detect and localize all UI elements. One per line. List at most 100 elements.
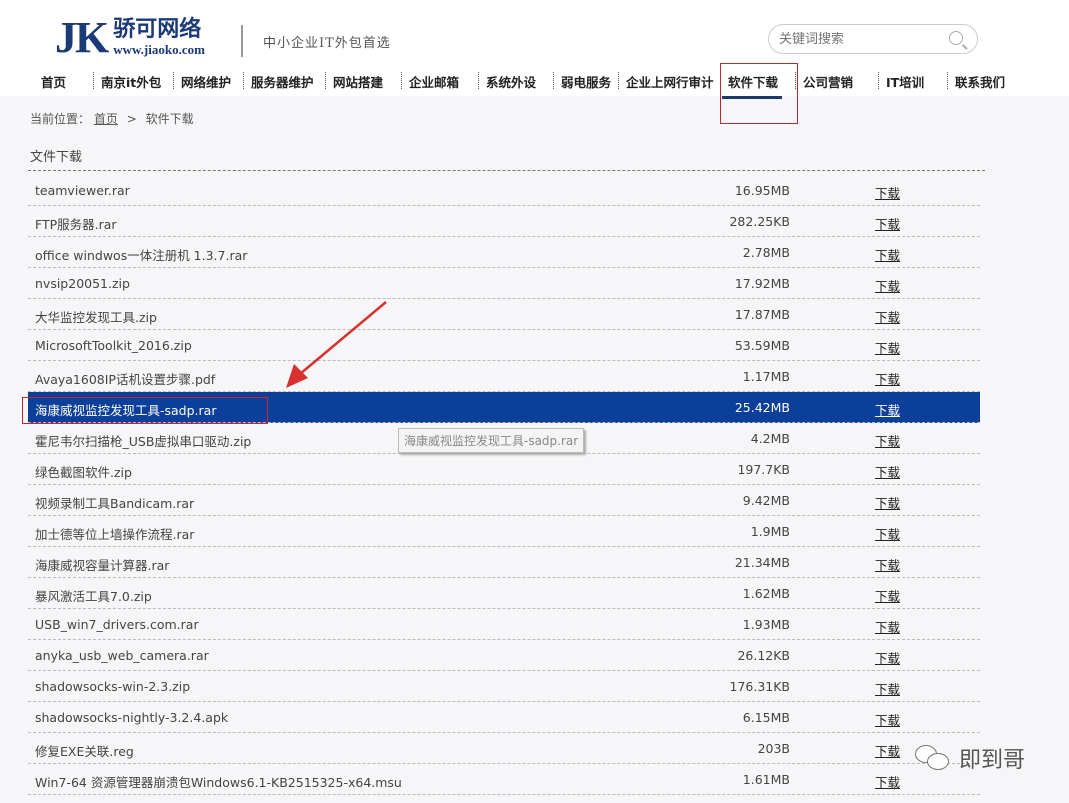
nav-separator (325, 72, 326, 89)
file-size: 197.7KB (737, 462, 790, 477)
breadcrumb-current: 软件下载 (145, 112, 194, 126)
nav-item[interactable]: 首页 (41, 75, 67, 90)
breadcrumb-home-link[interactable]: 首页 (93, 112, 118, 126)
download-link[interactable]: 下载 (875, 186, 901, 201)
file-row[interactable]: 视频录制工具Bandicam.rar 9.42MB 下载 (28, 485, 980, 516)
download-link[interactable]: 下载 (875, 527, 901, 542)
file-row[interactable]: 霍尼韦尔扫描枪_USB虚拟串口驱动.zip 4.2MB 下载 (28, 423, 980, 454)
file-name[interactable]: 绿色截图软件.zip (35, 465, 132, 480)
file-name[interactable]: USB_win7_drivers.com.rar (35, 617, 199, 632)
file-row[interactable]: teamviewer.rar 16.95MB 下载 (28, 175, 980, 206)
download-link[interactable]: 下载 (875, 310, 901, 325)
nav-item[interactable]: 网络维护 (181, 75, 232, 90)
download-link[interactable]: 下载 (875, 465, 901, 480)
file-name[interactable]: 霍尼韦尔扫描枪_USB虚拟串口驱动.zip (35, 434, 252, 449)
logo-letters: JK (55, 13, 109, 62)
file-name[interactable]: MicrosoftToolkit_2016.zip (35, 338, 192, 353)
search-icon[interactable] (949, 31, 963, 45)
download-link[interactable]: 下载 (875, 744, 901, 759)
file-name[interactable]: shadowsocks-nightly-3.2.4.apk (35, 710, 229, 725)
download-link[interactable]: 下载 (875, 248, 901, 263)
file-name[interactable]: teamviewer.rar (35, 183, 130, 198)
file-row[interactable]: MicrosoftToolkit_2016.zip 53.59MB 下载 (28, 330, 980, 361)
nav-item[interactable]: 服务器维护 (251, 75, 314, 90)
file-row[interactable]: 修复EXE关联.reg 203B 下载 (28, 733, 980, 764)
file-row[interactable]: 暴风激活工具7.0.zip 1.62MB 下载 (28, 578, 980, 609)
nav-separator (243, 72, 244, 89)
nav-item[interactable]: 企业上网行审计 (626, 75, 714, 90)
file-row[interactable]: nvsip20051.zip 17.92MB 下载 (28, 268, 980, 299)
divider (241, 25, 243, 57)
file-name[interactable]: anyka_usb_web_camera.rar (35, 648, 209, 663)
file-row[interactable]: shadowsocks-win-2.3.zip 176.31KB 下载 (28, 671, 980, 702)
nav-separator (173, 72, 174, 89)
file-name[interactable]: 加士德等位上墙操作流程.rar (35, 527, 195, 542)
download-link[interactable]: 下载 (875, 775, 901, 790)
nav-item[interactable]: IT培训 (886, 75, 925, 90)
file-size: 9.42MB (742, 493, 790, 508)
file-row[interactable]: Avaya1608IP话机设置步骤.pdf 1.17MB 下载 (28, 361, 980, 392)
file-row[interactable]: USB_win7_drivers.com.rar 1.93MB 下载 (28, 609, 980, 640)
download-link[interactable]: 下载 (875, 589, 901, 604)
file-name[interactable]: 海康威视监控发现工具-sadp.rar (35, 403, 217, 418)
download-link[interactable]: 下载 (875, 558, 901, 573)
nav-item[interactable]: 南京it外包 (101, 75, 162, 90)
download-link[interactable]: 下载 (875, 434, 901, 449)
download-link[interactable]: 下载 (875, 341, 901, 356)
file-size: 17.87MB (734, 307, 790, 322)
download-link[interactable]: 下载 (875, 620, 901, 635)
nav-separator (553, 72, 554, 89)
tooltip: 海康威视监控发现工具-sadp.rar (398, 428, 585, 453)
file-row[interactable]: 绿色截图软件.zip 197.7KB 下载 (28, 454, 980, 485)
file-name[interactable]: nvsip20051.zip (35, 276, 130, 291)
file-name[interactable]: 视频录制工具Bandicam.rar (35, 496, 195, 511)
file-size: 17.92MB (734, 276, 790, 291)
file-size: 25.42MB (734, 400, 790, 415)
download-link[interactable]: 下载 (875, 403, 901, 418)
file-row[interactable]: 加士德等位上墙操作流程.rar 1.9MB 下载 (28, 516, 980, 547)
logo[interactable]: JK 骄可网络 www.jiaoko.com (55, 13, 205, 62)
file-name[interactable]: Win7-64 资源管理器崩溃包Windows6.1-KB2515325-x64… (35, 775, 402, 790)
slogan: 中小企业IT外包首选 (263, 36, 391, 51)
nav-item[interactable]: 企业邮箱 (409, 75, 460, 90)
download-link[interactable]: 下载 (875, 217, 901, 232)
breadcrumb-label: 当前位置： (30, 112, 91, 126)
file-row[interactable]: anyka_usb_web_camera.rar 26.12KB 下载 (28, 640, 980, 671)
download-link[interactable]: 下载 (875, 279, 901, 294)
file-name[interactable]: 海康威视容量计算器.rar (35, 558, 170, 573)
file-row[interactable]: office windwos一体注册机 1.3.7.rar 2.78MB 下载 (28, 237, 980, 268)
file-row[interactable]: 海康威视容量计算器.rar 21.34MB 下载 (28, 547, 980, 578)
wechat-icon (915, 745, 951, 771)
file-row[interactable]: shadowsocks-nightly-3.2.4.apk 6.15MB 下载 (28, 702, 980, 733)
file-size: 1.61MB (742, 772, 790, 787)
download-link[interactable]: 下载 (875, 372, 901, 387)
download-link[interactable]: 下载 (875, 651, 901, 666)
file-size: 16.95MB (734, 183, 790, 198)
nav-separator (401, 72, 402, 89)
nav-item[interactable]: 软件下载 (728, 75, 779, 90)
nav-item[interactable]: 系统外设 (486, 75, 537, 90)
nav-item[interactable]: 网站搭建 (333, 75, 384, 90)
file-name[interactable]: Avaya1608IP话机设置步骤.pdf (35, 372, 216, 387)
nav-item[interactable]: 弱电服务 (561, 75, 612, 90)
file-row[interactable]: 大华监控发现工具.zip 17.87MB 下载 (28, 299, 980, 330)
download-link[interactable]: 下载 (875, 713, 901, 728)
file-row[interactable]: Win7-64 资源管理器崩溃包Windows6.1-KB2515325-x64… (28, 764, 980, 795)
file-name[interactable]: 暴风激活工具7.0.zip (35, 589, 152, 604)
file-name[interactable]: shadowsocks-win-2.3.zip (35, 679, 191, 694)
file-name[interactable]: 大华监控发现工具.zip (35, 310, 157, 325)
nav-item[interactable]: 公司营销 (803, 75, 854, 90)
file-name[interactable]: 修复EXE关联.reg (35, 744, 134, 759)
file-name[interactable]: office windwos一体注册机 1.3.7.rar (35, 248, 248, 263)
download-link[interactable]: 下载 (875, 496, 901, 511)
annotation-box-nav (720, 63, 798, 124)
search-input[interactable] (779, 31, 939, 47)
file-size: 282.25KB (729, 214, 790, 229)
file-row[interactable]: FTP服务器.rar 282.25KB 下载 (28, 206, 980, 237)
file-size: 1.93MB (742, 617, 790, 632)
breadcrumb: 当前位置： 首页 > 软件下载 (30, 110, 194, 127)
nav-item[interactable]: 联系我们 (955, 75, 1006, 90)
file-name[interactable]: FTP服务器.rar (35, 217, 117, 232)
download-link[interactable]: 下载 (875, 682, 901, 697)
